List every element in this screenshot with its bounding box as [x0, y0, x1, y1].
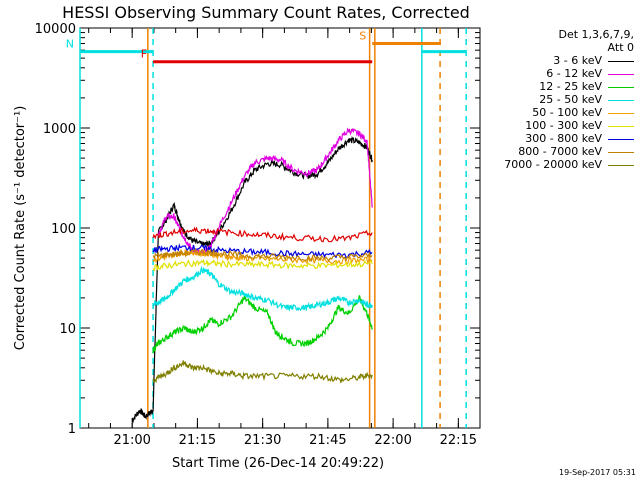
- state-bar-label: F: [141, 48, 147, 61]
- y-axis-label: Corrected Count Rate (s⁻¹ detector⁻¹): [13, 106, 28, 351]
- time-markers: [79, 28, 467, 428]
- series-line-redflat: [152, 226, 373, 243]
- y-tick-label: 100: [51, 222, 76, 237]
- legend-entry-label: 800 - 7000 keV: [518, 145, 602, 158]
- legend-entry-label: 50 - 100 keV: [532, 106, 602, 119]
- series-lines: [131, 127, 373, 424]
- legend-entry-label: 300 - 800 keV: [525, 132, 602, 145]
- series-line-800-7000kev: [152, 247, 373, 262]
- legend-swatch: [608, 60, 634, 62]
- attenuator-state-bars: N F S: [66, 29, 467, 64]
- generation-date: 19-Sep-2017 05:31: [559, 468, 636, 477]
- x-tick-label: 22:00: [374, 433, 411, 448]
- legend-entry-label: 3 - 6 keV: [553, 54, 602, 67]
- series-line-7000-20000kev: [152, 360, 373, 384]
- legend-entry-label: 7000 - 20000 keV: [504, 158, 602, 171]
- legend-swatch: [608, 164, 634, 166]
- x-tick-label: 21:30: [244, 433, 281, 448]
- legend-header-line-1: Det 1,3,6,7,9,: [558, 28, 634, 41]
- legend-swatch: [608, 138, 634, 140]
- series-line-6-12kev: [157, 127, 373, 256]
- legend-swatch: [608, 112, 634, 114]
- legend-swatch: [608, 86, 634, 88]
- y-tick-label: 1000: [43, 122, 76, 137]
- x-axis-label: Start Time (26-Dec-14 20:49:22): [172, 456, 384, 471]
- x-tick-label: 21:45: [309, 433, 346, 448]
- legend-entry-label: 25 - 50 keV: [539, 93, 602, 106]
- legend-swatch: [608, 125, 634, 127]
- legend-header-line-2: Att 0: [607, 41, 634, 54]
- legend-swatch: [608, 151, 634, 153]
- series-line-50-100kev: [152, 248, 373, 266]
- legend-entry: 25 - 50 keV: [504, 93, 634, 106]
- series-line-300-800kev: [152, 243, 373, 259]
- axes: 1 10 100 1000 10000 21:00 21:15 21:30 21:45 22:00…: [35, 22, 481, 448]
- legend-entry: 3 - 6 keV: [504, 54, 634, 67]
- chart-title: HESSI Observing Summary Count Rates, Cor…: [62, 3, 470, 22]
- y-tick-label: 10000: [35, 22, 76, 37]
- x-tick-label: 21:15: [179, 433, 216, 448]
- legend-entry-label: 12 - 25 keV: [539, 80, 602, 93]
- x-tick-label: 21:00: [113, 433, 150, 448]
- series-line-100-300kev: [152, 258, 373, 272]
- legend-entry: 50 - 100 keV: [504, 106, 634, 119]
- legend-entry: 800 - 7000 keV: [504, 145, 634, 158]
- y-tick-label: 1: [68, 422, 76, 437]
- legend-entry-label: 6 - 12 keV: [546, 67, 602, 80]
- legend-entry: 100 - 300 keV: [504, 119, 634, 132]
- legend-swatch: [608, 73, 634, 75]
- legend-swatch: [608, 99, 634, 101]
- state-bar-label: N: [66, 38, 74, 51]
- state-bar-label: S: [359, 29, 366, 42]
- series-line-12-25kev: [152, 294, 373, 354]
- legend-entry: 6 - 12 keV: [504, 67, 634, 80]
- legend-entry: 12 - 25 keV: [504, 80, 634, 93]
- legend-entry: 300 - 800 keV: [504, 132, 634, 145]
- legend-entry: 7000 - 20000 keV: [504, 158, 634, 171]
- legend: Det 1,3,6,7,9, Att 0 3 - 6 keV 6 - 12 keV…: [504, 28, 634, 171]
- series-line-25-50kev: [152, 265, 373, 312]
- y-tick-label: 10: [59, 322, 76, 337]
- series-line-3-6kev: [131, 135, 373, 424]
- x-tick-label: 22:15: [440, 433, 477, 448]
- plot-frame: [79, 27, 481, 429]
- legend-entry-label: 100 - 300 keV: [525, 119, 602, 132]
